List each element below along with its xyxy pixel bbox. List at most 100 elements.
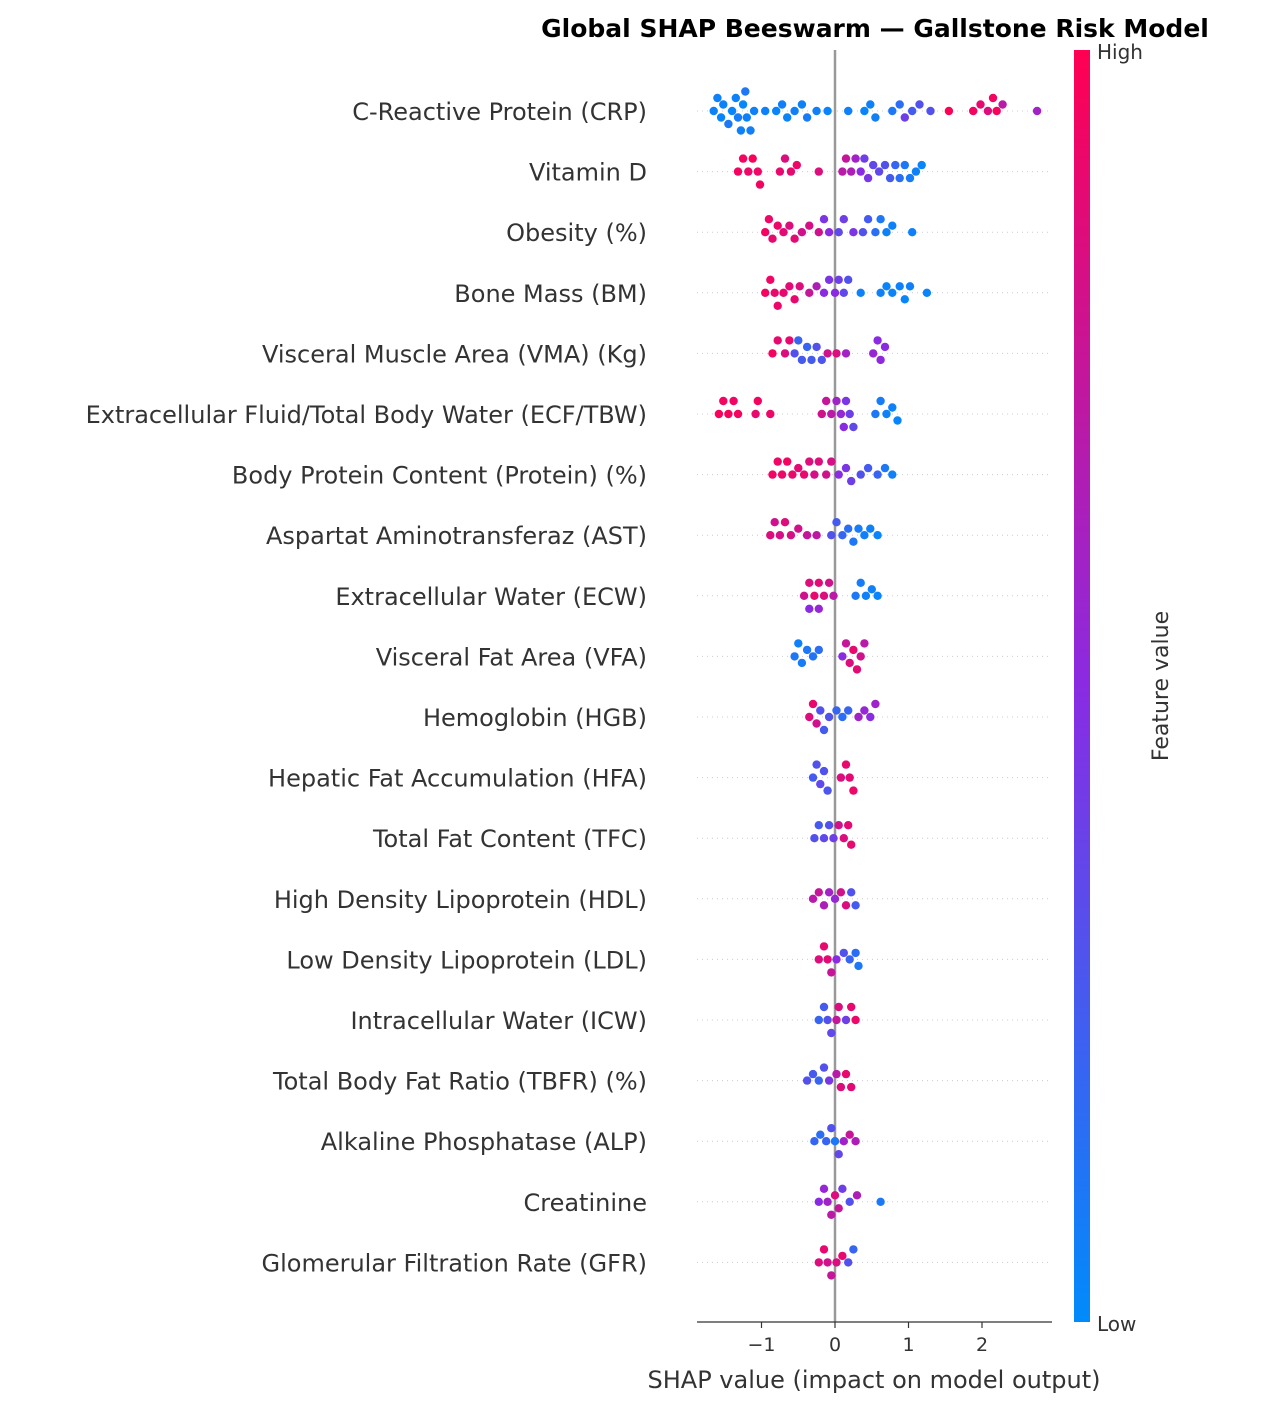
shap-point bbox=[823, 349, 832, 358]
shap-point bbox=[824, 1076, 834, 1085]
shap-point bbox=[832, 349, 841, 358]
shap-point bbox=[719, 100, 728, 109]
feature-label: Total Fat Content (TFC) bbox=[372, 825, 647, 853]
shap-point bbox=[790, 349, 799, 358]
shap-point bbox=[819, 901, 829, 910]
shap-point bbox=[863, 463, 873, 473]
shap-point bbox=[819, 1063, 829, 1072]
shap-point bbox=[744, 167, 753, 176]
shap-point bbox=[770, 518, 779, 527]
shap-point bbox=[814, 167, 823, 176]
shap-point bbox=[844, 1258, 853, 1267]
shap-point bbox=[926, 106, 935, 116]
feature-label: Visceral Fat Area (VFA) bbox=[376, 643, 647, 671]
shap-point bbox=[780, 518, 790, 527]
shap-point bbox=[876, 1197, 885, 1207]
shap-point bbox=[802, 531, 812, 540]
shap-point bbox=[764, 215, 774, 224]
shap-point bbox=[836, 1082, 846, 1092]
shap-point bbox=[900, 295, 909, 304]
shap-point bbox=[808, 773, 818, 782]
shap-point bbox=[827, 1210, 836, 1220]
shap-point bbox=[838, 1184, 847, 1194]
shap-point bbox=[824, 275, 834, 284]
shap-point bbox=[841, 463, 851, 473]
shap-point bbox=[830, 1191, 840, 1200]
shap-point bbox=[834, 1204, 843, 1213]
shap-point bbox=[992, 106, 1001, 116]
shap-point bbox=[849, 537, 858, 546]
shap-point bbox=[733, 113, 743, 122]
colorbar-high-label: High bbox=[1097, 40, 1143, 64]
shap-point bbox=[841, 1015, 851, 1025]
shap-point bbox=[882, 409, 891, 419]
shap-point bbox=[895, 100, 904, 109]
shap-point bbox=[888, 106, 897, 116]
shap-point bbox=[851, 1137, 860, 1146]
shap-point bbox=[873, 470, 882, 479]
shap-point bbox=[900, 160, 909, 170]
shap-point bbox=[885, 173, 895, 183]
feature-label: Alkaline Phosphatase (ALP) bbox=[321, 1128, 647, 1156]
shap-point bbox=[845, 773, 854, 782]
shap-point bbox=[854, 712, 863, 722]
shap-point bbox=[871, 699, 880, 709]
shap-point bbox=[844, 275, 853, 284]
shap-point bbox=[866, 712, 875, 722]
shap-point bbox=[783, 457, 792, 466]
shap-point bbox=[810, 834, 819, 843]
shap-point bbox=[779, 228, 788, 237]
shap-point bbox=[998, 100, 1007, 109]
shap-point bbox=[724, 409, 733, 419]
shap-point bbox=[829, 834, 838, 843]
shap-point bbox=[794, 639, 803, 648]
feature-label: Vitamin D bbox=[529, 159, 647, 187]
shap-point bbox=[844, 706, 853, 715]
shap-point bbox=[819, 1184, 829, 1194]
shap-point bbox=[748, 154, 757, 163]
shap-point bbox=[849, 645, 858, 655]
shap-point bbox=[810, 1137, 819, 1146]
shap-point bbox=[841, 639, 851, 648]
shap-point bbox=[823, 1258, 832, 1267]
shap-point bbox=[832, 1258, 841, 1267]
shap-point bbox=[794, 463, 803, 473]
shap-point bbox=[819, 834, 829, 843]
shap-point bbox=[797, 658, 807, 668]
shap-point bbox=[888, 470, 897, 479]
shap-point bbox=[741, 87, 750, 96]
shap-point bbox=[805, 604, 814, 613]
shap-point bbox=[738, 154, 748, 163]
shap-point bbox=[834, 1002, 843, 1012]
shap-point bbox=[836, 409, 846, 419]
feature-label: Extracellular Water (ECW) bbox=[335, 583, 647, 611]
shap-point bbox=[814, 457, 823, 466]
shap-point bbox=[785, 336, 794, 345]
shap-point bbox=[847, 476, 856, 486]
shap-point bbox=[880, 463, 890, 473]
shap-point bbox=[812, 760, 821, 769]
shap-point bbox=[827, 1124, 836, 1133]
colorbar-low-label: Low bbox=[1097, 1312, 1136, 1336]
shap-point bbox=[790, 652, 799, 661]
shap-point bbox=[830, 894, 840, 903]
shap-point bbox=[876, 355, 885, 365]
shap-point bbox=[922, 288, 932, 297]
shap-point bbox=[816, 779, 825, 789]
shap-point bbox=[824, 578, 834, 587]
shap-point bbox=[847, 888, 856, 897]
shap-point bbox=[845, 1130, 854, 1139]
feature-label: Body Protein Content (Protein) (%) bbox=[232, 462, 647, 490]
shap-point bbox=[824, 712, 834, 722]
shap-point bbox=[895, 282, 904, 291]
shap-point bbox=[779, 288, 788, 297]
shap-point bbox=[852, 665, 862, 674]
shap-point bbox=[976, 100, 985, 109]
shap-point bbox=[858, 228, 868, 237]
shap-point bbox=[880, 342, 890, 352]
shap-point bbox=[834, 275, 843, 284]
feature-label: Hemoglobin (HGB) bbox=[423, 704, 647, 732]
shap-point bbox=[768, 234, 777, 243]
shap-point bbox=[807, 355, 816, 365]
shap-point bbox=[786, 167, 796, 176]
